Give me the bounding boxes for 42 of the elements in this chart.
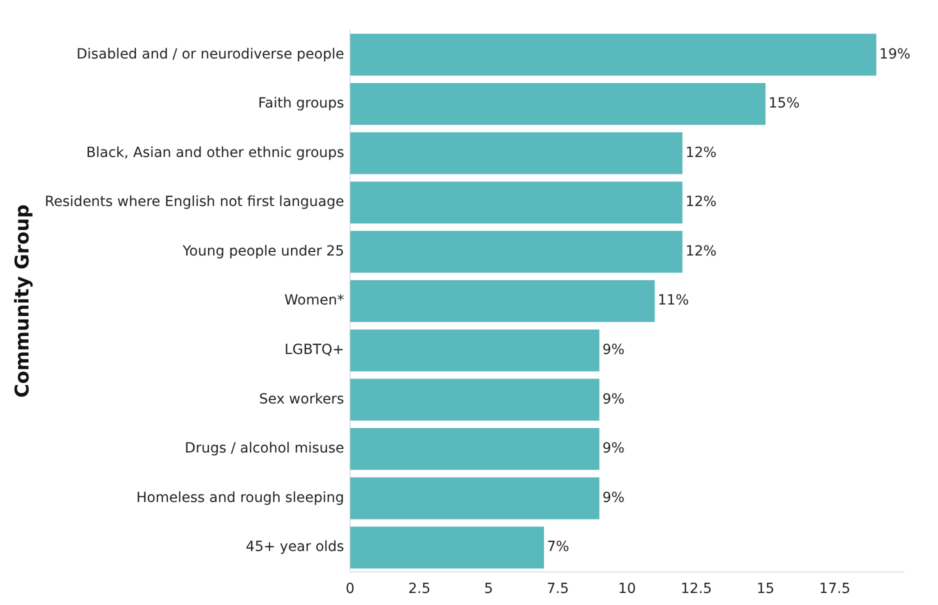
x-tick-label: 7.5: [546, 581, 569, 598]
x-tick-label: 0: [346, 581, 355, 598]
data-label: 12%: [685, 144, 717, 161]
data-label: 12%: [685, 194, 717, 210]
y-tick-label: 45+ year olds: [246, 539, 344, 556]
bar: [350, 329, 600, 372]
x-tick-label: 17.5: [819, 581, 850, 598]
data-label: 7%: [546, 539, 570, 556]
bar: [350, 34, 876, 76]
bar: [350, 82, 766, 125]
y-tick-label: Women*: [284, 292, 344, 309]
bar: [350, 428, 600, 470]
x-tick-label: 12.5: [680, 581, 712, 598]
data-label: 9%: [602, 391, 625, 408]
y-tick-label: Drugs / alcohol misuse: [184, 440, 344, 457]
y-tick-label: Young people under 25: [182, 243, 344, 260]
y-axis-title: Community Group: [11, 204, 34, 398]
x-tick-label: 2.5: [408, 581, 430, 598]
bar: [350, 378, 600, 421]
bar: [350, 132, 682, 174]
y-tick-label: Sex workers: [259, 391, 344, 408]
y-tick-label: Residents where English not first language: [44, 194, 344, 210]
bar: [350, 182, 682, 224]
data-label: 19%: [879, 46, 910, 62]
data-label: 9%: [602, 440, 625, 457]
y-tick-label: Homeless and rough sleeping: [136, 490, 344, 506]
data-label: 12%: [685, 243, 717, 260]
data-label: 15%: [768, 96, 800, 112]
bar: [350, 477, 600, 520]
y-tick-label: LGBTQ+: [284, 342, 344, 358]
x-tick-label: 10: [618, 581, 636, 598]
x-tick-label: 5: [484, 581, 494, 598]
bar: [350, 526, 544, 569]
x-tick-label: 15: [756, 581, 774, 598]
y-tick-label: Faith groups: [258, 96, 344, 112]
data-label: 9%: [602, 490, 625, 506]
y-tick-label: Disabled and / or neurodiverse people: [76, 46, 344, 62]
bar: [350, 230, 682, 273]
bar: [350, 280, 655, 322]
data-label: 9%: [602, 342, 625, 358]
y-tick-label: Black, Asian and other ethnic groups: [86, 144, 344, 161]
data-label: 11%: [658, 292, 689, 309]
